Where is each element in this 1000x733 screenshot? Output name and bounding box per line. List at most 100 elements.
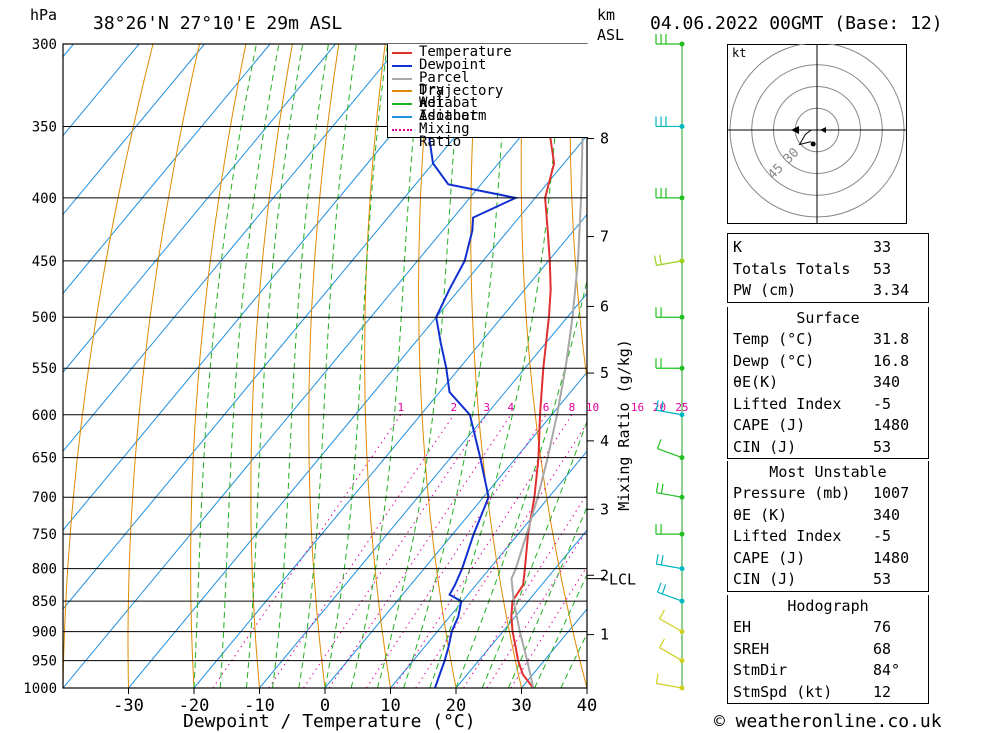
km-tick-label: 4 [600,432,609,450]
wind-barb-flag [660,555,664,566]
pressure-tick-label: 750 [32,527,57,543]
dry-adiabat-line [569,44,587,384]
wind-barb-flag [661,584,667,595]
isotherm-line [63,44,140,137]
pressure-tick-label: 400 [32,191,57,207]
dry-adiabat-line [190,44,247,688]
index-row: PW (cm) 3.34 [728,280,928,302]
dry-adiabat-line [250,44,293,688]
mean-wind-arrow [820,127,826,133]
wind-barb [657,448,683,459]
indices-section: Most Unstable Pressure (mb) 1007 θE (K) 340 L… [727,461,929,592]
pressure-tick-label: 500 [32,310,57,326]
pressure-tick-label: 950 [32,654,57,670]
wind-barb-flag [658,609,666,619]
index-row: Lifted Index -5 [728,526,928,548]
mixing-ratio-label: 6 [543,401,550,414]
index-value: 33 [873,238,892,256]
index-value: 3.34 [873,281,910,299]
legend: Temperature Dewpoint Parcel Trajectory Dry … [387,44,588,149]
mixing-ratio-label: 10 [586,401,599,414]
km-tick-label: 1 [600,626,609,644]
x-tick-label: -20 [179,696,210,716]
legend-label: Parcel Trajectory [419,69,504,99]
isotherm-line [455,529,587,688]
isotherm-line [653,44,701,688]
index-key: CAPE (J) [733,416,806,434]
wind-barb [656,409,683,416]
wet-adiabat-line [219,44,280,688]
pressure-tick-label: 800 [32,562,57,578]
isotherm-line [63,55,587,688]
wet-adiabat-line [481,419,587,688]
index-key: K [733,238,743,256]
legend-swatch [392,52,412,54]
index-key: Lifted Index [733,394,842,413]
index-value: 1007 [873,484,910,502]
pressure-tick-label: 600 [32,408,57,424]
wind-barb-flag [657,582,662,593]
km-tick-label: 8 [600,130,609,148]
index-value: 76 [873,618,892,636]
index-key: StmDir [733,661,788,679]
pressure-tick-label: 550 [32,361,57,377]
index-row: Temp (°C) 31.8 [728,329,928,351]
isotherm-line [63,44,402,453]
asl-unit-label: ASL [597,26,625,44]
index-row: StmDir 84° [728,660,928,682]
legend-swatch [392,90,412,93]
mixing-ratio-label: 1 [397,401,404,414]
datetime-title: 04.06.2022 00GMT (Base: 12) [650,13,943,34]
legend-swatch [392,103,412,106]
pressure-tick-label: 650 [32,451,57,467]
wet-adiabat-line [455,278,587,688]
wind-barb-flag [654,255,657,266]
index-key: StmSpd (kt) [733,682,833,701]
legend-label: Temperature [419,44,512,60]
wet-adiabat-line [534,573,587,688]
x-tick-label: 0 [320,696,330,716]
index-value: 340 [873,373,901,391]
km-tick-label: 7 [600,228,609,246]
dry-adiabat-line [470,44,522,688]
pressure-tick-label: 700 [32,490,57,506]
location-title: 38°26'N 27°10'E 29m ASL [93,13,343,34]
mixing-ratio-line [303,414,488,688]
km-tick-label: 5 [600,364,609,382]
index-value: 68 [873,639,892,658]
lcl-label: LCL [609,571,636,589]
wind-barb [659,647,683,662]
x-tick-label: 20 [446,696,466,716]
index-row: Dewp (°C) 16.8 [728,351,928,373]
index-key: EH [733,618,752,636]
index-row: θE(K) 340 [728,372,928,394]
legend-label: Wet Adiabat [419,95,479,125]
index-key: Pressure (mb) [733,484,851,502]
wet-adiabat-line [298,44,357,688]
plot-frame [62,43,588,689]
index-row: θE (K) 340 [728,505,928,527]
index-key: SREH [733,639,770,658]
legend-label: Dry Adiabat [419,82,479,112]
pressure-tick-label: 350 [32,119,57,135]
wind-barb-flag [655,482,659,493]
wind-barb [656,563,683,570]
index-row: EH 76 [728,617,928,639]
wet-adiabat-line [193,44,257,688]
index-row: Lifted Index -5 [728,394,928,416]
index-row: SREH 68 [728,639,928,661]
pressure-tick-label: 300 [32,37,57,53]
indices-section: Surface Temp (°C) 31.8 Dewp (°C) 16.8 θE(K) 34… [727,307,929,459]
wind-barb-flag [658,254,662,265]
index-row: CIN (J) 53 [728,437,928,459]
hodograph-unit: kt [732,46,747,60]
index-row: Totals Totals 53 [728,259,928,281]
index-value: 84° [873,661,901,679]
index-value: 12 [873,682,892,701]
index-key: PW (cm) [733,281,797,299]
index-key: CIN (J) [733,437,797,456]
wet-adiabat-line [507,505,587,688]
wet-adiabat-line [272,44,329,688]
index-value: 53 [873,437,892,456]
